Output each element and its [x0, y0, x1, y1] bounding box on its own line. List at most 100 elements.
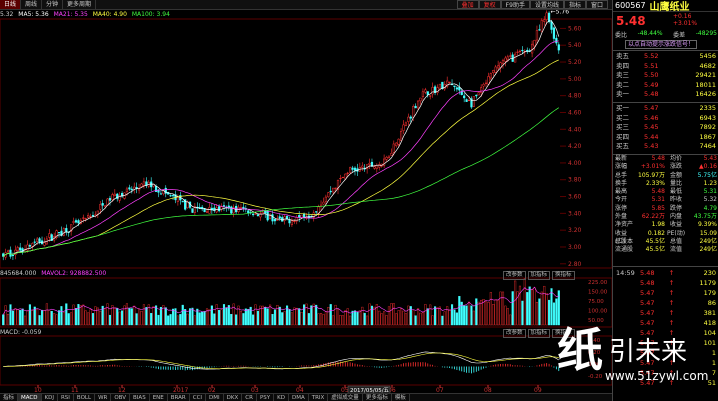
- tab-more-periods[interactable]: 更多周期: [63, 0, 97, 9]
- candle-body: [332, 187, 335, 193]
- candle-body: [322, 201, 325, 205]
- tab-minute[interactable]: 分钟: [42, 0, 64, 9]
- candle-body: [467, 99, 471, 102]
- time-axis-label: 2017: [173, 387, 188, 393]
- tab-daily[interactable]: 日线: [0, 0, 22, 9]
- volume-bar: [38, 315, 41, 326]
- indicator-tab[interactable]: 更多指标: [363, 394, 392, 401]
- ask-row[interactable]: 卖一 5.48 16426: [613, 90, 718, 100]
- bid-row[interactable]: 买三 5.45 7892: [613, 123, 718, 133]
- volume-bar: [74, 308, 78, 326]
- volume-edit-params-button[interactable]: 改参数: [503, 271, 526, 280]
- volume-bar: [121, 310, 124, 326]
- volume-bar: [315, 304, 318, 326]
- bid-row[interactable]: 买四 5.44 1867: [613, 133, 718, 143]
- volume-bar: [2, 314, 5, 326]
- volume-bar: [332, 315, 335, 326]
- indicator-tab[interactable]: WR: [95, 394, 112, 401]
- indicator-tab[interactable]: RSI: [58, 394, 74, 401]
- volume-bar: [336, 309, 340, 326]
- candle-body: [101, 203, 104, 206]
- volume-bar: [402, 310, 405, 326]
- indicator-tab[interactable]: TRIX: [309, 394, 329, 401]
- volume-add-indicator-button[interactable]: 加指标: [527, 271, 551, 280]
- ask-price: 5.49: [644, 80, 659, 89]
- indicator-tab[interactable]: DMI: [206, 394, 224, 401]
- volume-bar: [235, 314, 238, 326]
- tab-overlay[interactable]: 叠加: [456, 0, 479, 9]
- volume-bar: [104, 308, 107, 326]
- bid-row[interactable]: 买五 5.43 7464: [613, 142, 718, 152]
- indicator-tab[interactable]: OBV: [111, 394, 131, 401]
- volume-bar: [155, 305, 158, 326]
- trade-direction: ↑: [668, 279, 675, 287]
- bid-book: 买一 5.47 2335 买二 5.46 6943 买三 5.45 7892 买四 5.44 1867…: [613, 104, 718, 152]
- volume-switch-indicator-button[interactable]: 换指标: [552, 271, 575, 280]
- indicator-tab[interactable]: ENE: [150, 394, 168, 401]
- indicator-tab[interactable]: KDJ: [42, 394, 58, 401]
- indicator-tab[interactable]: BIAS: [130, 394, 150, 401]
- volume-bar: [535, 301, 539, 326]
- macd-edit-params-button[interactable]: 改参数: [503, 329, 526, 338]
- stat-row: 总股本 45.5亿 总值 249亿: [613, 238, 718, 246]
- indicator-tab[interactable]: BOLL: [74, 394, 96, 401]
- tab-window[interactable]: 窗口: [585, 0, 608, 9]
- volume-bar: [239, 310, 243, 326]
- ask-row[interactable]: 卖五 5.52 5456: [613, 52, 718, 62]
- ask-label: 卖三: [616, 71, 629, 80]
- volume-bar: [145, 307, 148, 326]
- stat-value: 43.75万: [693, 213, 717, 221]
- indicator-tab[interactable]: MACD: [18, 394, 42, 401]
- volume-bar: [167, 315, 170, 326]
- indicator-tab[interactable]: KD: [274, 394, 289, 401]
- indicator-tab[interactable]: 指标: [0, 394, 19, 401]
- volume-bar: [506, 308, 509, 326]
- set-ma-button[interactable]: 设置均线: [529, 0, 564, 9]
- indicator-tab[interactable]: 虚拟成交量: [328, 394, 363, 401]
- volume-bar: [482, 299, 485, 326]
- f9-assistant-button[interactable]: F9助手: [500, 0, 530, 9]
- ma5-label: MA5: 5.36: [18, 11, 49, 18]
- price-axis-label: 4.40: [568, 126, 582, 133]
- indicator-tab[interactable]: PSY: [257, 394, 275, 401]
- indicator-tab[interactable]: BRAR: [168, 394, 190, 401]
- candle-body: [62, 228, 65, 236]
- bid-row[interactable]: 买一 5.47 2335: [613, 104, 718, 114]
- ask-row[interactable]: 卖三 5.50 29421: [613, 71, 718, 81]
- stat-label: 净资产: [615, 221, 634, 229]
- volume-bar: [531, 289, 534, 326]
- volume-bar: [256, 310, 260, 326]
- macd-axis-label: 0.00: [588, 362, 601, 368]
- stock-code: 600567: [615, 1, 646, 10]
- volume-bar: [99, 310, 102, 326]
- tab-indicator[interactable]: 指标: [563, 0, 586, 9]
- ask-row[interactable]: 卖四 5.51 4682: [613, 62, 718, 72]
- indicator-tab[interactable]: CR: [242, 394, 257, 401]
- ma100-label: MA100: 3.94: [131, 11, 170, 18]
- price-axis-label: 3.60: [568, 194, 582, 201]
- mavol-line: [2, 286, 559, 315]
- indicator-tab[interactable]: DMA: [289, 394, 309, 401]
- indicator-tab[interactable]: DKX: [224, 394, 243, 401]
- macd-add-indicator-button[interactable]: 加指标: [527, 329, 551, 338]
- volume-bar: [138, 308, 141, 326]
- signal-link[interactable]: 以点自动提示涨跌信号！: [625, 40, 698, 49]
- volume-bar: [407, 305, 410, 326]
- indicator-tab[interactable]: CCI: [190, 394, 207, 401]
- trade-volume: 1179: [699, 279, 716, 287]
- volume-bar: [310, 305, 313, 326]
- volume-bar: [220, 309, 223, 326]
- ask-row[interactable]: 卖二 5.49 18011: [613, 81, 718, 91]
- trade-volume: 1: [711, 349, 716, 357]
- bid-row[interactable]: 买二 5.46 6943: [613, 114, 718, 124]
- bid-volume: 7464: [699, 142, 716, 151]
- time-axis-label: 03: [251, 387, 259, 393]
- indicator-tab[interactable]: 模板: [392, 394, 410, 401]
- stat-label: 换手: [615, 179, 628, 187]
- tab-adjust[interactable]: 复权: [478, 0, 501, 9]
- tab-weekly[interactable]: 周线: [21, 0, 43, 9]
- macd-switch-indicator-button[interactable]: 换指标: [552, 329, 575, 338]
- volume-bar: [324, 311, 327, 326]
- candle-body: [135, 187, 138, 189]
- kline-chart[interactable]: 5.60 5.40 5.20 5.00 4.80 4.60 4.40 4.20 4.00 3.80…: [0, 0, 612, 393]
